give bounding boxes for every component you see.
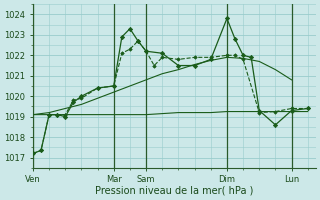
X-axis label: Pression niveau de la mer( hPa ): Pression niveau de la mer( hPa ) <box>95 186 253 196</box>
